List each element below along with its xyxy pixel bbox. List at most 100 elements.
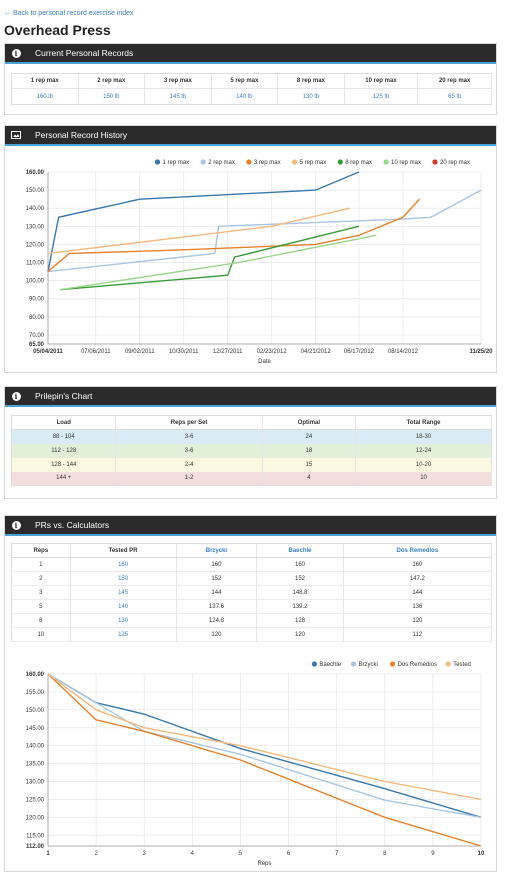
- table-row: 1 160 160 160 160: [11, 557, 493, 572]
- series-line-tested: [47, 673, 482, 801]
- column-header: 3 rep max: [144, 73, 212, 89]
- pr-value-link[interactable]: 150 lb: [78, 88, 146, 105]
- table-cell: 112: [343, 627, 493, 642]
- tested-pr-link[interactable]: 130: [70, 613, 177, 628]
- calculator-column-link[interactable]: Dos Remedios: [343, 543, 493, 558]
- column-header: 20 rep max: [417, 73, 492, 89]
- table-cell: 2: [11, 571, 71, 586]
- tested-pr-link[interactable]: 150: [70, 571, 177, 586]
- series-line-2-rep-max: [47, 189, 482, 273]
- table-cell: 88 - 104: [11, 429, 117, 444]
- x-tick-label: 10: [478, 851, 485, 857]
- table-cell: 137.6: [176, 599, 258, 614]
- current-pr-panel: i Current Personal Records 1 rep max 2 re…: [4, 43, 497, 115]
- panel-header: Personal Record History: [5, 126, 496, 146]
- table-cell: 112 - 128: [11, 443, 117, 458]
- series-line-dos-remedios: [47, 673, 482, 847]
- y-tick-label: 130.00: [26, 780, 45, 786]
- table-cell: 2-4: [115, 457, 263, 472]
- y-tick-label: 110.00: [26, 261, 45, 267]
- pr-value-link[interactable]: 130 lb: [277, 88, 345, 105]
- table-cell: 18: [262, 443, 357, 458]
- legend-label: Baechle: [319, 662, 341, 668]
- x-tick-label: 9: [431, 851, 435, 857]
- legend-marker: [246, 159, 252, 165]
- table-cell: 10: [355, 471, 492, 486]
- x-tick-label: 06/17/2012: [344, 349, 375, 355]
- tested-pr-link[interactable]: 145: [70, 585, 177, 600]
- y-tick-label: 112.00: [26, 844, 45, 850]
- x-tick-label: 02/23/2012: [257, 349, 288, 355]
- x-tick-label: 04/21/2012: [301, 349, 332, 355]
- column-header: Tested PR: [70, 543, 177, 558]
- legend-marker: [292, 159, 298, 165]
- y-tick-label: 125.00: [26, 797, 45, 803]
- x-tick-label: 09/02/2011: [125, 349, 155, 355]
- legend-label: Tested: [453, 662, 471, 668]
- column-header: 5 rep max: [211, 73, 279, 89]
- x-tick-label: 11/25/20: [469, 349, 493, 355]
- table-row: 8 130 124.8 128 120: [11, 613, 493, 628]
- table-row: 2 150 152 152 147.2: [11, 571, 493, 586]
- x-tick-label: 8: [383, 851, 387, 857]
- legend-marker: [311, 661, 317, 667]
- pr-value-link[interactable]: 125 lb: [344, 88, 419, 105]
- calculator-column-link[interactable]: Brzycki: [176, 543, 258, 558]
- legend-label: 2 rep max: [208, 160, 235, 166]
- table-cell: 1: [11, 557, 71, 572]
- info-icon: i: [11, 48, 21, 58]
- column-header: 1 rep max: [11, 73, 79, 89]
- x-axis-title: Reps: [257, 861, 271, 866]
- y-tick-label: 115.00: [26, 833, 45, 839]
- x-tick-label: 10/30/2011: [169, 349, 199, 355]
- column-header: Load: [11, 415, 117, 430]
- table-cell: 3-6: [115, 443, 263, 458]
- pr-value-link[interactable]: 160 lb: [11, 88, 79, 105]
- table-row: 144 +1-2 4 10: [11, 471, 492, 486]
- calculator-column-link[interactable]: Baechle: [256, 543, 344, 558]
- table-cell: 124.8: [176, 613, 258, 628]
- page-title: Overhead Press: [4, 22, 111, 38]
- y-tick-label: 80.00: [29, 315, 45, 321]
- y-tick-label: 140.00: [26, 744, 45, 750]
- pr-value-link[interactable]: 145 lb: [144, 88, 212, 105]
- table-cell: 5: [11, 599, 71, 614]
- pr-value-link[interactable]: 140 lb: [211, 88, 279, 105]
- legend-label: 8 rep max: [345, 160, 372, 166]
- tested-pr-link[interactable]: 125: [70, 627, 177, 642]
- column-header: Reps: [11, 543, 71, 558]
- legend-label: 3 rep max: [254, 160, 281, 166]
- legend-label: Brzycki: [359, 662, 378, 668]
- x-tick-label: 08/14/2012: [388, 349, 419, 355]
- calculators-table: Reps Tested PR Brzycki Baechle Dos Remedios …: [11, 543, 493, 642]
- table-cell: 144: [176, 585, 258, 600]
- table-header-row: Load Reps per Set Optimal Total Range: [11, 415, 492, 430]
- table-cell: 128: [256, 613, 344, 628]
- series-line-1-rep-max: [47, 171, 360, 272]
- table-cell: 120: [176, 627, 258, 642]
- tested-pr-link[interactable]: 140: [70, 599, 177, 614]
- panel-header: i Current Personal Records: [5, 44, 496, 64]
- table-cell: 4: [262, 471, 357, 486]
- table-cell: 148.8: [256, 585, 344, 600]
- y-tick-label: 140.00: [26, 206, 45, 212]
- series-line-brzycki: [47, 673, 482, 819]
- image-icon: [11, 130, 21, 140]
- table-cell: 139.2: [256, 599, 344, 614]
- column-header: Optimal: [262, 415, 357, 430]
- table-cell: 1-2: [115, 471, 263, 486]
- pr-history-chart: 65.00 70.00 80.00 90.00 100.00 110.00 120.00 13…: [26, 159, 493, 365]
- series-line-10-rep-max: [60, 234, 377, 291]
- table-cell: 10-20: [355, 457, 492, 472]
- tested-pr-link[interactable]: 160: [70, 557, 177, 572]
- table-cell: 120: [256, 627, 344, 642]
- back-to-index-link[interactable]: ← Back to personal record exercise index: [4, 10, 134, 17]
- table-cell: 15: [262, 457, 357, 472]
- pr-value-link[interactable]: 65 lb: [417, 88, 492, 105]
- table-header-row: 1 rep max 2 rep max 3 rep max 5 rep max 8 re…: [11, 73, 492, 89]
- legend-label: 10 rep max: [391, 160, 421, 166]
- table-cell: 3: [11, 585, 71, 600]
- prilepin-panel: i Prilepin's Chart Load Reps per Set Optim…: [4, 386, 497, 499]
- y-tick-label: 65.00: [29, 342, 45, 348]
- x-tick-label: 1: [46, 851, 50, 857]
